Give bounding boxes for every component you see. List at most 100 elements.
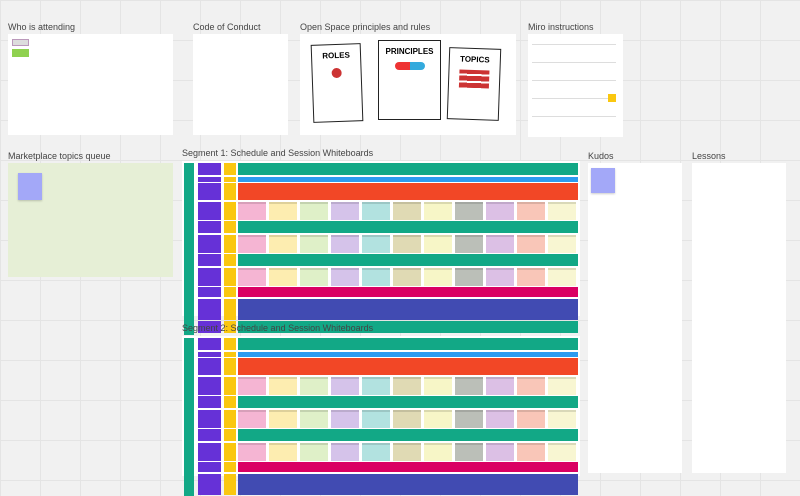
time-slot-cell	[198, 287, 221, 297]
session-whiteboard[interactable]	[238, 409, 266, 428]
session-whiteboard[interactable]	[455, 376, 483, 395]
session-whiteboard[interactable]	[300, 376, 328, 395]
session-whiteboard[interactable]	[424, 267, 452, 286]
session-whiteboard[interactable]	[486, 234, 514, 253]
session-whiteboard[interactable]	[331, 376, 359, 395]
session-whiteboard[interactable]	[269, 442, 297, 461]
session-whiteboard[interactable]	[517, 234, 545, 253]
time-slot-cell	[198, 396, 221, 408]
session-whiteboard[interactable]	[393, 376, 421, 395]
indigo-schedule-bar	[238, 473, 578, 495]
lessons-frame[interactable]	[692, 163, 786, 473]
session-whiteboard[interactable]	[486, 409, 514, 428]
room-cell	[224, 376, 236, 395]
session-whiteboard[interactable]	[393, 234, 421, 253]
session-whiteboard[interactable]	[455, 234, 483, 253]
session-whiteboard[interactable]	[548, 376, 576, 395]
session-whiteboard[interactable]	[238, 267, 266, 286]
frame-title-miro: Miro instructions	[528, 22, 594, 32]
session-whiteboard[interactable]	[238, 442, 266, 461]
kudos-sticky[interactable]	[591, 168, 615, 193]
session-whiteboard[interactable]	[300, 409, 328, 428]
topic-sticky[interactable]	[18, 173, 42, 200]
time-slot-cell	[198, 267, 221, 286]
session-whiteboard[interactable]	[548, 442, 576, 461]
session-whiteboard[interactable]	[548, 201, 576, 220]
session-whiteboard[interactable]	[455, 267, 483, 286]
attendee-card[interactable]	[12, 39, 29, 46]
session-whiteboard[interactable]	[269, 201, 297, 220]
room-cell	[224, 176, 236, 182]
session-whiteboard[interactable]	[517, 201, 545, 220]
frame-title-marketplace: Marketplace topics queue	[8, 151, 111, 161]
session-whiteboard[interactable]	[362, 442, 390, 461]
session-whiteboard[interactable]	[548, 409, 576, 428]
session-whiteboard[interactable]	[362, 201, 390, 220]
session-whiteboard[interactable]	[548, 267, 576, 286]
session-whiteboard[interactable]	[269, 234, 297, 253]
session-whiteboard[interactable]	[424, 442, 452, 461]
session-whiteboard[interactable]	[269, 267, 297, 286]
session-whiteboard[interactable]	[362, 376, 390, 395]
session-whiteboard[interactable]	[238, 234, 266, 253]
attendee-card[interactable]	[12, 49, 29, 57]
session-whiteboard[interactable]	[393, 409, 421, 428]
session-whiteboard[interactable]	[455, 201, 483, 220]
session-whiteboard[interactable]	[393, 442, 421, 461]
session-whiteboard[interactable]	[300, 442, 328, 461]
principles-frame[interactable]: ROLES PRINCIPLES TOPICS	[300, 34, 516, 135]
session-whiteboard[interactable]	[300, 234, 328, 253]
session-whiteboard[interactable]	[517, 267, 545, 286]
conduct-frame[interactable]	[193, 34, 288, 135]
time-slot-cell	[198, 442, 221, 461]
session-whiteboard[interactable]	[517, 376, 545, 395]
session-whiteboard[interactable]	[517, 442, 545, 461]
time-slot-cell	[198, 338, 221, 350]
segment2-frame[interactable]	[182, 336, 580, 496]
session-whiteboard[interactable]	[331, 201, 359, 220]
attending-frame[interactable]	[8, 34, 173, 135]
session-whiteboard[interactable]	[238, 376, 266, 395]
room-cell	[224, 234, 236, 253]
session-whiteboard[interactable]	[331, 234, 359, 253]
time-slot-cell	[198, 221, 221, 233]
segment1-frame[interactable]	[182, 161, 580, 335]
session-whiteboard[interactable]	[331, 442, 359, 461]
session-whiteboard[interactable]	[424, 376, 452, 395]
session-whiteboard[interactable]	[362, 234, 390, 253]
time-slot-cell	[198, 358, 221, 375]
session-whiteboard[interactable]	[269, 376, 297, 395]
session-whiteboard[interactable]	[486, 442, 514, 461]
session-whiteboard[interactable]	[517, 409, 545, 428]
session-whiteboard[interactable]	[300, 201, 328, 220]
session-whiteboard[interactable]	[362, 409, 390, 428]
session-whiteboard[interactable]	[238, 201, 266, 220]
session-whiteboard[interactable]	[486, 201, 514, 220]
session-whiteboard[interactable]	[393, 201, 421, 220]
room-cell	[224, 201, 236, 220]
roles-title: ROLES	[322, 50, 350, 61]
session-whiteboard[interactable]	[393, 267, 421, 286]
kudos-frame[interactable]	[588, 163, 682, 473]
topic-cards-icon	[458, 69, 490, 89]
session-whiteboard[interactable]	[424, 201, 452, 220]
session-whiteboard[interactable]	[486, 376, 514, 395]
session-whiteboard[interactable]	[455, 442, 483, 461]
session-whiteboard[interactable]	[455, 409, 483, 428]
marketplace-frame[interactable]	[8, 163, 173, 277]
miro-instructions-frame[interactable]	[528, 34, 623, 137]
session-whiteboard[interactable]	[331, 267, 359, 286]
session-whiteboard[interactable]	[424, 409, 452, 428]
time-slot-cell	[198, 163, 221, 175]
session-whiteboard[interactable]	[269, 409, 297, 428]
session-whiteboard[interactable]	[486, 267, 514, 286]
day-label-column	[184, 163, 194, 335]
session-whiteboard[interactable]	[424, 234, 452, 253]
magenta-schedule-bar	[238, 287, 578, 297]
session-whiteboard[interactable]	[300, 267, 328, 286]
principles-poster: PRINCIPLES	[378, 40, 441, 120]
session-whiteboard[interactable]	[548, 234, 576, 253]
session-whiteboard[interactable]	[362, 267, 390, 286]
red-schedule-bar	[238, 183, 578, 200]
session-whiteboard[interactable]	[331, 409, 359, 428]
